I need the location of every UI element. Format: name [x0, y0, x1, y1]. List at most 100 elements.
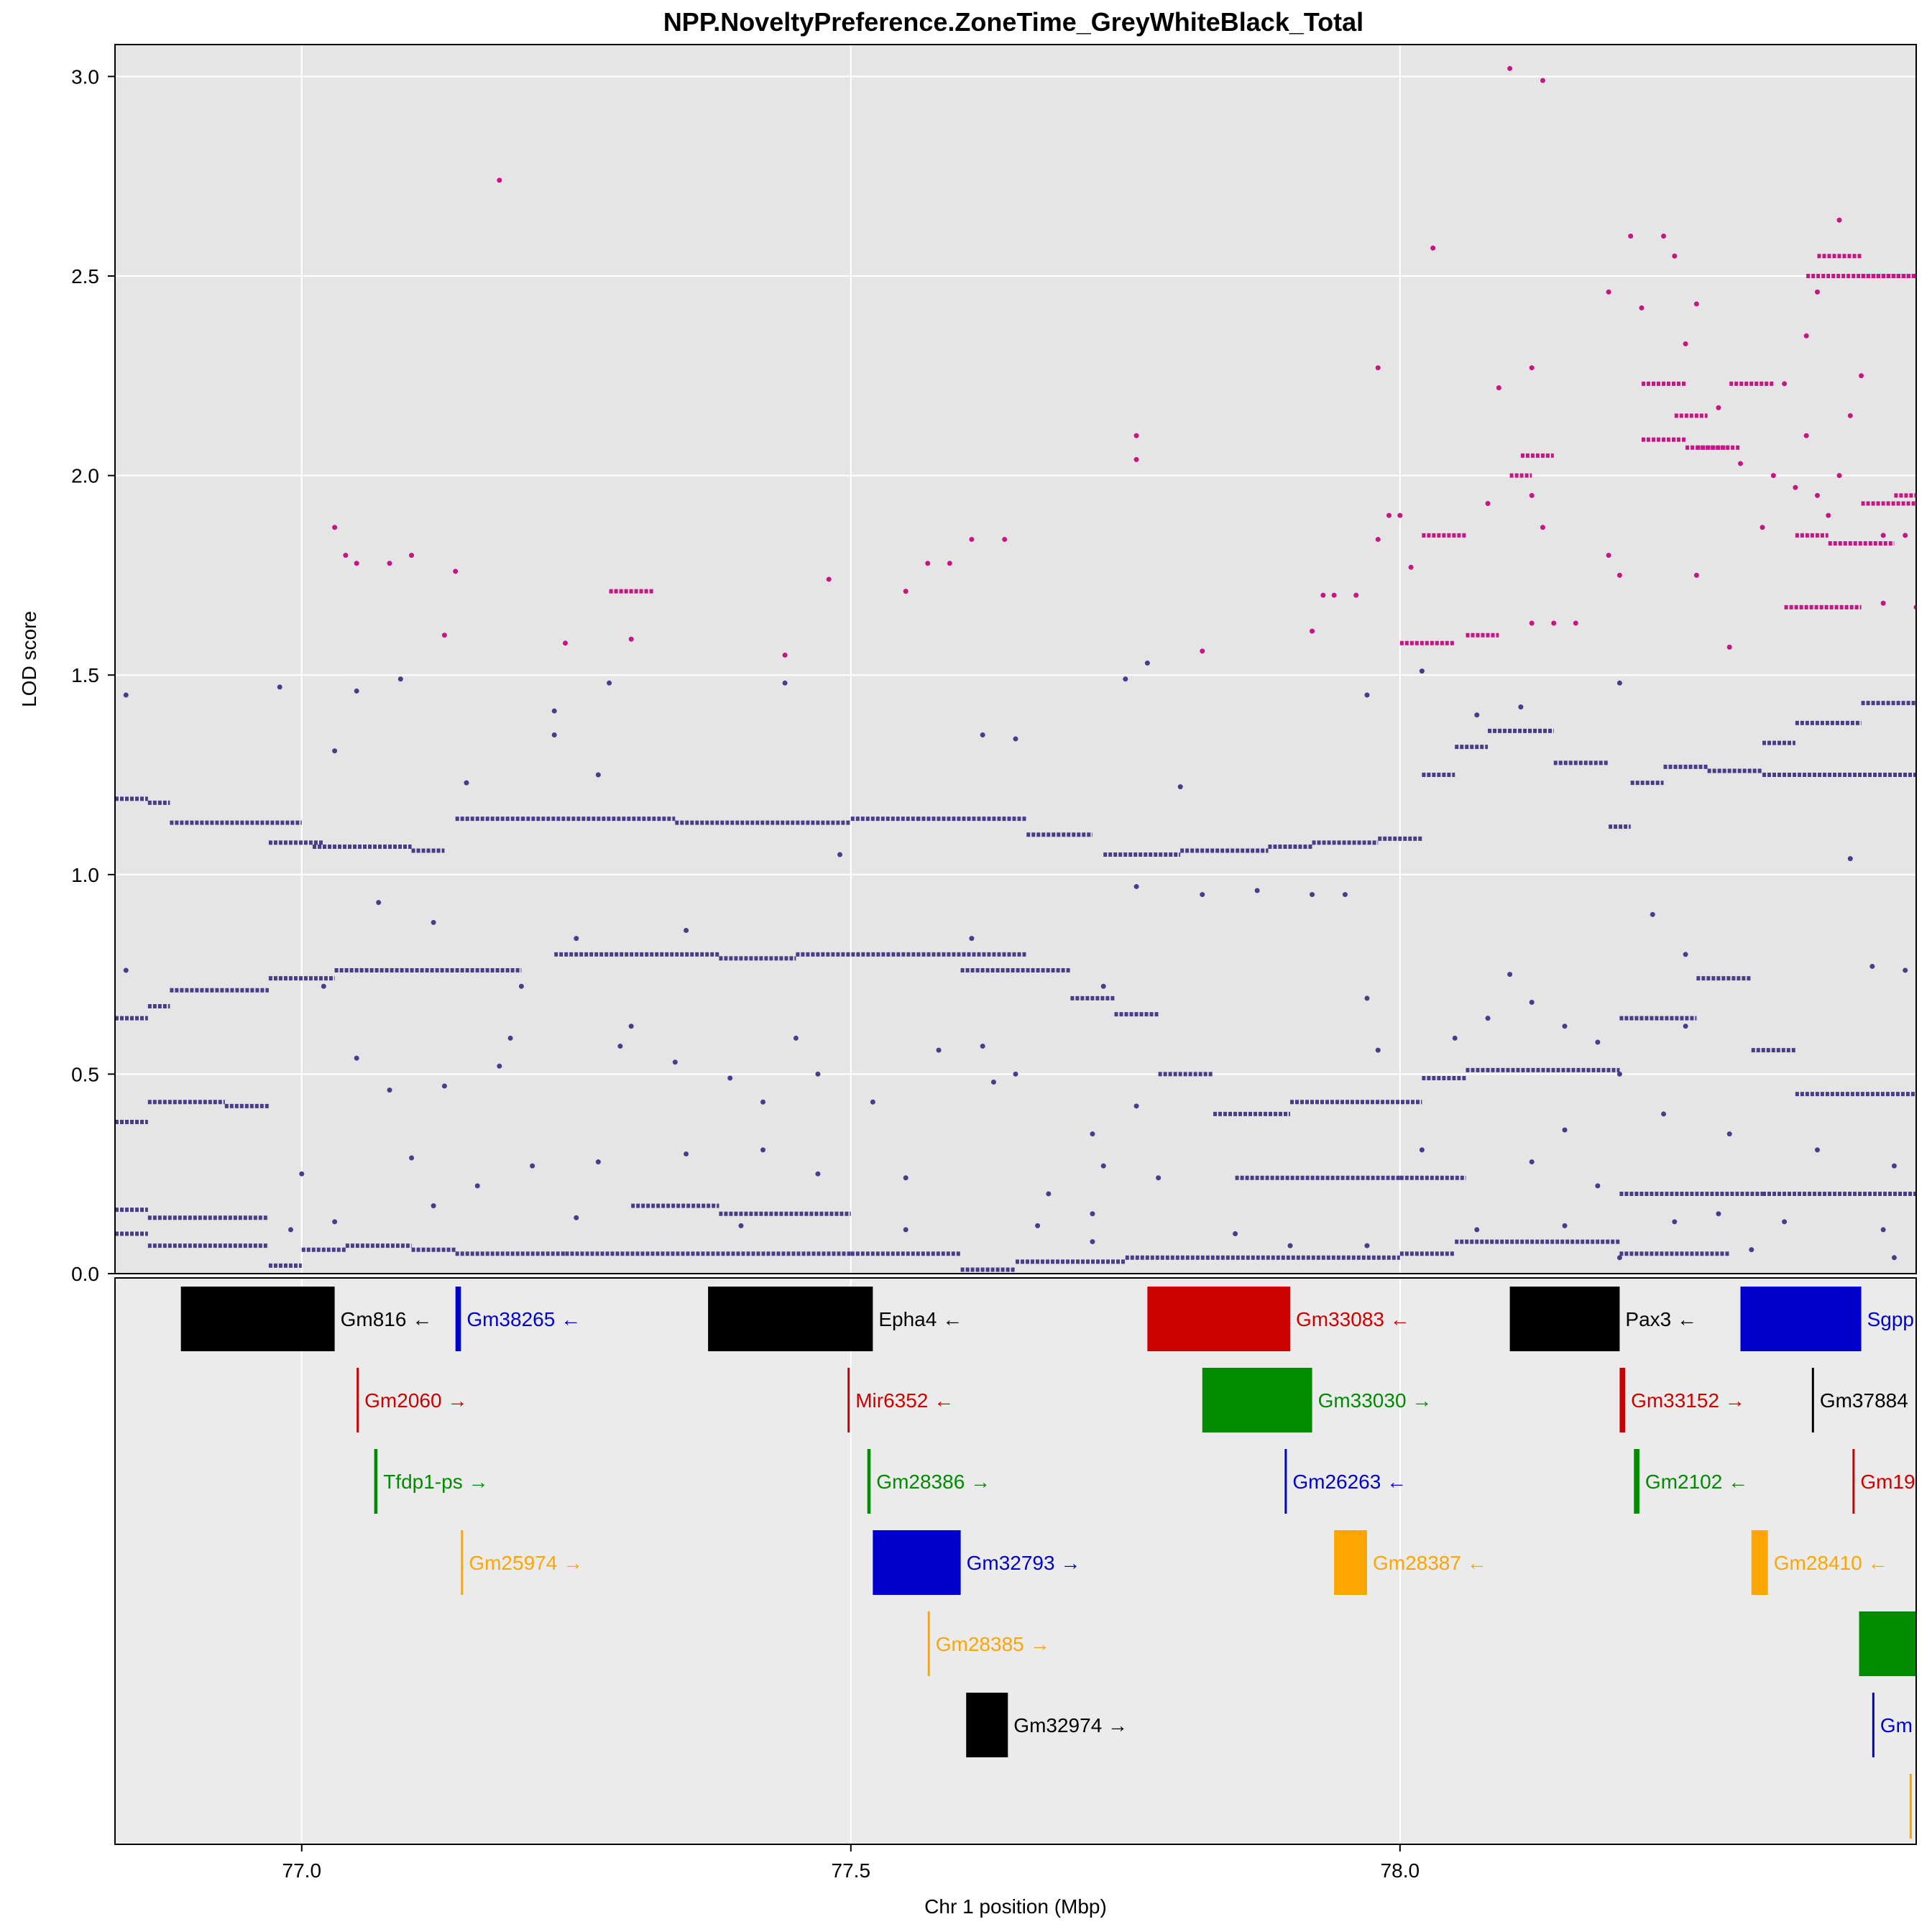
x-tick-label: 78.0	[1381, 1859, 1420, 1882]
snp-point	[518, 983, 524, 989]
snp-point	[354, 688, 359, 694]
snp-point	[1529, 492, 1535, 498]
snp-point	[497, 1063, 502, 1069]
snp-point	[387, 1087, 392, 1093]
snp-point	[277, 684, 282, 690]
gene-label: Gm32974 →	[1013, 1714, 1128, 1736]
gene-box	[1740, 1287, 1862, 1351]
snp-point	[1540, 525, 1545, 530]
snp-point	[1716, 405, 1721, 410]
snp-point	[1650, 911, 1655, 917]
gene-track: Gm816 ← Gm38265 ← Epha4 ← Gm33083 ← Pax3 ← Sg…	[180, 1287, 1916, 1839]
snp-point	[1254, 888, 1260, 893]
snp-point	[1814, 1147, 1820, 1153]
snp-point	[628, 636, 634, 642]
snp-point	[1826, 512, 1831, 518]
gene-box	[180, 1287, 335, 1351]
snp-point	[1716, 1211, 1721, 1217]
gene-label: Gm37884	[1820, 1389, 1908, 1412]
gene-marker	[455, 1287, 461, 1351]
snp-point	[1891, 1255, 1897, 1261]
snp-point	[574, 936, 579, 942]
gene-marker	[461, 1530, 464, 1595]
snp-point	[1090, 1131, 1095, 1137]
snp-point	[1880, 1227, 1886, 1233]
snp-point	[1672, 1219, 1678, 1225]
snp-point	[684, 1151, 689, 1156]
snp-point	[1782, 1219, 1788, 1225]
gene-label: Gm38265 ←	[466, 1308, 581, 1330]
snp-point	[1606, 289, 1611, 295]
snp-point	[738, 1223, 744, 1228]
snp-point	[1903, 533, 1908, 538]
y-tick-label: 1.5	[71, 664, 99, 686]
gene-panel: Gm816 ← Gm38265 ← Epha4 ← Gm33083 ← Pax3 ← Sg…	[114, 1277, 1917, 1845]
snp-point	[793, 1035, 799, 1041]
lod-panel-background	[115, 45, 1916, 1274]
snp-point	[453, 569, 459, 574]
y-tick-label: 3.0	[71, 65, 99, 88]
snp-point	[354, 1055, 359, 1061]
y-tick-label: 2.5	[71, 265, 99, 288]
snp-point	[1847, 856, 1853, 862]
snp-point	[870, 1099, 875, 1105]
gene-marker	[374, 1449, 378, 1514]
gene-label: Gm28410 ←	[1774, 1552, 1888, 1574]
snp-point	[1507, 65, 1513, 71]
snp-point	[1595, 1183, 1601, 1189]
snp-point	[431, 1203, 436, 1209]
snp-point	[1683, 341, 1688, 346]
snp-point	[1529, 999, 1535, 1005]
snp-point	[1518, 704, 1524, 710]
snp-point	[507, 1035, 513, 1041]
snp-point	[1100, 1163, 1106, 1169]
snp-point	[1013, 736, 1018, 742]
gene-label: Gm26263 ←	[1292, 1471, 1407, 1493]
snp-point	[1770, 473, 1776, 479]
gene-label: Sgpp	[1867, 1308, 1914, 1330]
snp-point	[760, 1147, 766, 1153]
snp-point	[1123, 676, 1128, 682]
snp-point	[1661, 233, 1667, 239]
snp-point	[1233, 1230, 1238, 1236]
snp-point	[782, 652, 788, 658]
snp-point	[1375, 536, 1381, 542]
snp-point	[990, 1080, 996, 1085]
snp-point	[1287, 1243, 1293, 1248]
snp-point	[1035, 1223, 1041, 1228]
snp-point	[1375, 365, 1381, 371]
snp-point	[684, 928, 689, 934]
snp-point	[409, 553, 415, 558]
snp-point	[628, 1024, 634, 1029]
gene-label: Gm33030 →	[1318, 1389, 1432, 1412]
gene-label: Gm	[1880, 1714, 1913, 1736]
snp-segments-high	[609, 254, 1916, 645]
gene-box	[1202, 1368, 1312, 1432]
snp-segments-low	[115, 701, 1916, 1272]
gene-label: Mir6352 ←	[855, 1389, 954, 1412]
x-axis: 77.0 77.5 78.0	[282, 1844, 1420, 1882]
gene-panel-background	[115, 1278, 1916, 1844]
snp-point	[903, 1175, 908, 1181]
gene-box	[1147, 1287, 1291, 1351]
gene-marker	[847, 1368, 850, 1432]
gene-marker	[927, 1611, 930, 1676]
snp-point	[1903, 967, 1908, 973]
snp-point	[595, 1159, 601, 1165]
y-tick-label: 1.0	[71, 864, 99, 886]
snp-point	[1529, 1159, 1535, 1165]
snp-point	[1749, 1247, 1754, 1253]
snp-point	[782, 680, 788, 686]
snp-point	[947, 561, 952, 566]
gene-marker	[867, 1449, 871, 1514]
snp-point	[354, 561, 359, 566]
gene-box	[966, 1693, 1008, 1757]
gene-box	[873, 1530, 961, 1595]
snp-point	[1090, 1211, 1095, 1217]
snp-point	[123, 967, 129, 973]
snp-point	[1375, 1047, 1381, 1053]
snp-point	[1133, 433, 1139, 438]
snp-points-low	[123, 661, 1908, 1261]
gene-label: Gm2102 ←	[1645, 1471, 1748, 1493]
